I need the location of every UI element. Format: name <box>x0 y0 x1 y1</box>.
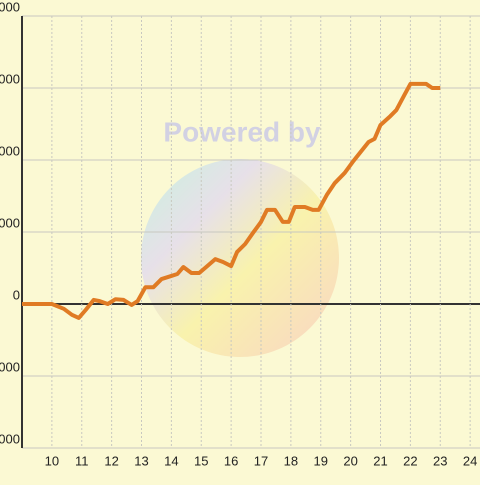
y-tick-label: -6,000 <box>0 431 20 446</box>
y-tick-label: 0 <box>13 287 20 302</box>
x-tick-label: 19 <box>314 453 328 468</box>
x-tick-label: 14 <box>164 453 178 468</box>
x-tick-label: 20 <box>343 453 357 468</box>
data-line <box>22 81 441 320</box>
y-tick-label: 12,000 <box>0 0 20 14</box>
x-tick-label: 16 <box>224 453 238 468</box>
x-tick-label: 13 <box>134 453 148 468</box>
x-tick-label: 12 <box>104 453 118 468</box>
x-tick-label: 11 <box>75 453 89 468</box>
x-tick-label: 21 <box>373 453 387 468</box>
y-tick-label: -3,000 <box>0 359 20 374</box>
x-tick-label: 15 <box>194 453 208 468</box>
x-tick-label: 10 <box>45 453 59 468</box>
watermark: Powered by <box>163 116 321 147</box>
x-tick-label: 18 <box>284 453 298 468</box>
watermark-logo <box>141 159 339 357</box>
x-tick-label: 22 <box>403 453 417 468</box>
x-tick-label: 24 <box>463 453 477 468</box>
x-tick-label: 23 <box>433 453 447 468</box>
y-tick-label: 6,000 <box>0 143 20 158</box>
y-tick-label: 3,000 <box>0 215 20 230</box>
y-tick-label: 9,000 <box>0 71 20 86</box>
x-tick-label: 17 <box>254 453 268 468</box>
